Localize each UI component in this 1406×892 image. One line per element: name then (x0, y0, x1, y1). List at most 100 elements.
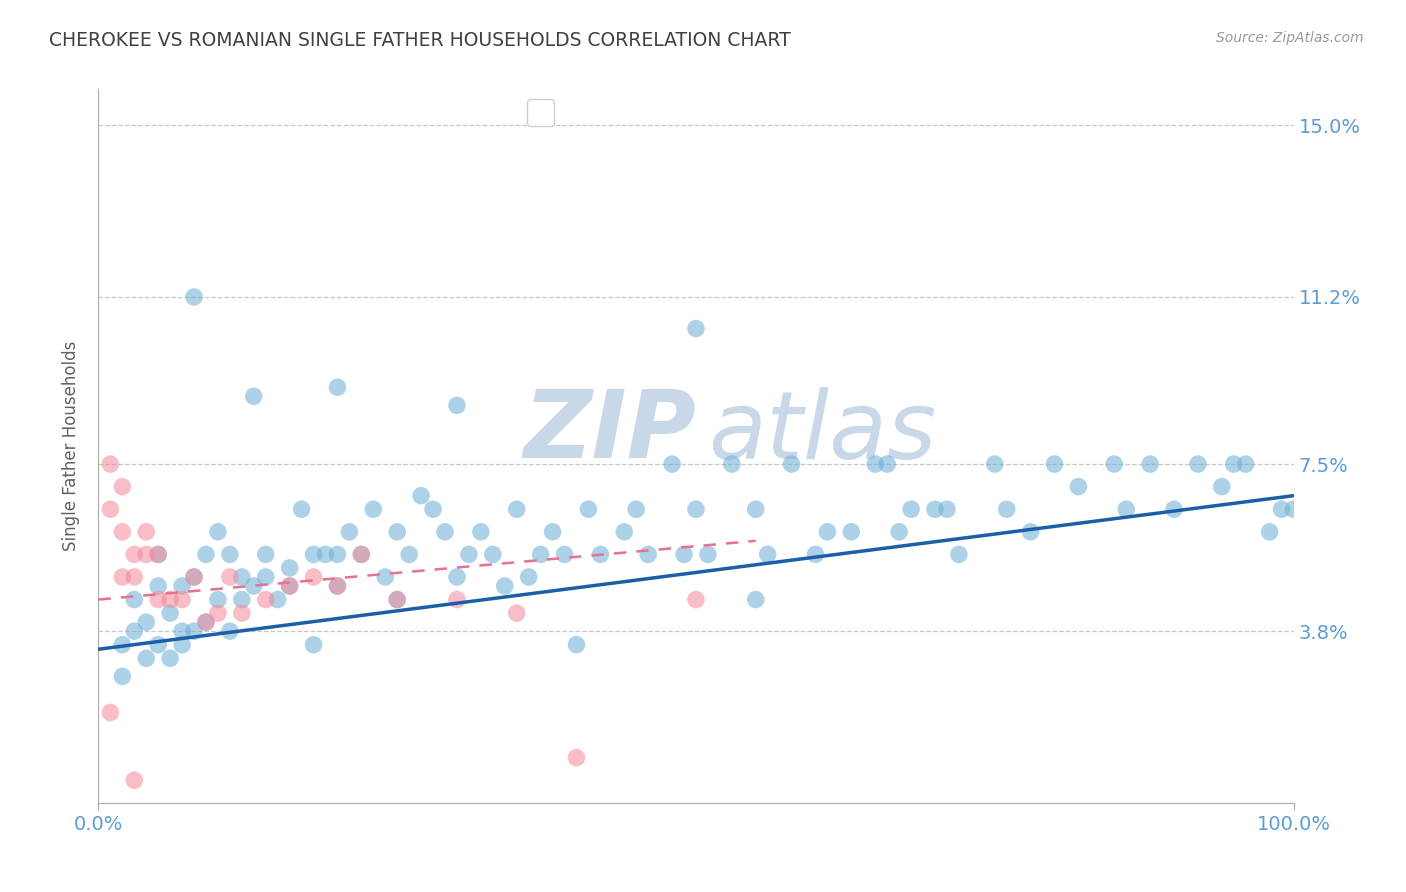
Point (148, 548, 170, 562)
Point (219, 548, 242, 562)
Point (673, 548, 696, 562)
Point (841, 524, 863, 539)
Point (422, 502, 444, 516)
Point (315, 548, 337, 562)
Point (506, 606, 529, 620)
Point (458, 548, 481, 562)
Point (302, 638, 325, 652)
Point (159, 651, 181, 665)
Point (326, 579, 349, 593)
Point (626, 502, 648, 516)
Point (254, 548, 277, 562)
Point (661, 457, 683, 471)
Point (756, 548, 779, 562)
Point (1223, 457, 1246, 471)
Point (111, 638, 134, 652)
Point (278, 561, 301, 575)
Point (254, 592, 277, 607)
Y-axis label: Single Father Households: Single Father Households (62, 341, 80, 551)
Point (900, 502, 922, 516)
Point (1019, 524, 1042, 539)
Point (148, 579, 170, 593)
Point (1067, 480, 1090, 494)
Point (183, 570, 205, 584)
Point (111, 480, 134, 494)
Point (159, 592, 181, 607)
Point (148, 638, 170, 652)
Point (685, 592, 707, 607)
Point (984, 457, 1007, 471)
Point (231, 606, 253, 620)
Point (124, 773, 146, 788)
Point (326, 579, 349, 593)
Point (541, 524, 564, 539)
Point (745, 502, 768, 516)
Point (517, 570, 540, 584)
Point (339, 524, 361, 539)
Point (195, 548, 218, 562)
Point (721, 457, 744, 471)
Point (231, 592, 253, 607)
Point (411, 489, 433, 503)
Point (195, 615, 218, 629)
Point (111, 570, 134, 584)
Point (111, 669, 134, 683)
Point (135, 548, 157, 562)
Point (148, 548, 170, 562)
Point (183, 570, 205, 584)
Point (889, 524, 911, 539)
Point (207, 592, 229, 607)
Point (530, 548, 553, 562)
Point (948, 548, 970, 562)
Point (183, 624, 205, 639)
Point (195, 615, 218, 629)
Point (385, 524, 409, 539)
Text: Source: ZipAtlas.com: Source: ZipAtlas.com (1216, 31, 1364, 45)
Point (124, 548, 146, 562)
Point (98, 706, 122, 720)
Point (135, 615, 157, 629)
Point (135, 524, 157, 539)
Point (995, 502, 1018, 516)
Point (685, 502, 707, 516)
Text: atlas: atlas (709, 387, 936, 478)
Point (374, 570, 396, 584)
Point (363, 502, 385, 516)
Point (1043, 457, 1066, 471)
Point (817, 524, 839, 539)
Point (865, 457, 887, 471)
Point (159, 606, 181, 620)
Point (589, 548, 612, 562)
Point (111, 524, 134, 539)
Point (243, 579, 266, 593)
Point (243, 389, 266, 403)
Text: CHEROKEE VS ROMANIAN SINGLE FATHER HOUSEHOLDS CORRELATION CHART: CHEROKEE VS ROMANIAN SINGLE FATHER HOUSE… (49, 31, 792, 50)
Point (685, 321, 707, 335)
Point (278, 579, 301, 593)
Point (506, 502, 529, 516)
Point (135, 651, 157, 665)
Point (876, 457, 898, 471)
Point (219, 570, 242, 584)
Point (1282, 502, 1305, 516)
Point (1187, 457, 1209, 471)
Point (494, 579, 516, 593)
Text: ZIP: ZIP (523, 386, 696, 478)
Point (302, 570, 325, 584)
Point (470, 524, 492, 539)
Point (350, 548, 373, 562)
Point (385, 592, 409, 607)
Point (1139, 457, 1161, 471)
Point (578, 502, 600, 516)
Point (98, 502, 122, 516)
Point (434, 524, 457, 539)
Point (1258, 524, 1281, 539)
Point (326, 380, 349, 394)
Point (207, 524, 229, 539)
Point (385, 592, 409, 607)
Point (780, 457, 803, 471)
Point (745, 592, 768, 607)
Point (231, 570, 253, 584)
Point (350, 548, 373, 562)
Point (554, 548, 576, 562)
